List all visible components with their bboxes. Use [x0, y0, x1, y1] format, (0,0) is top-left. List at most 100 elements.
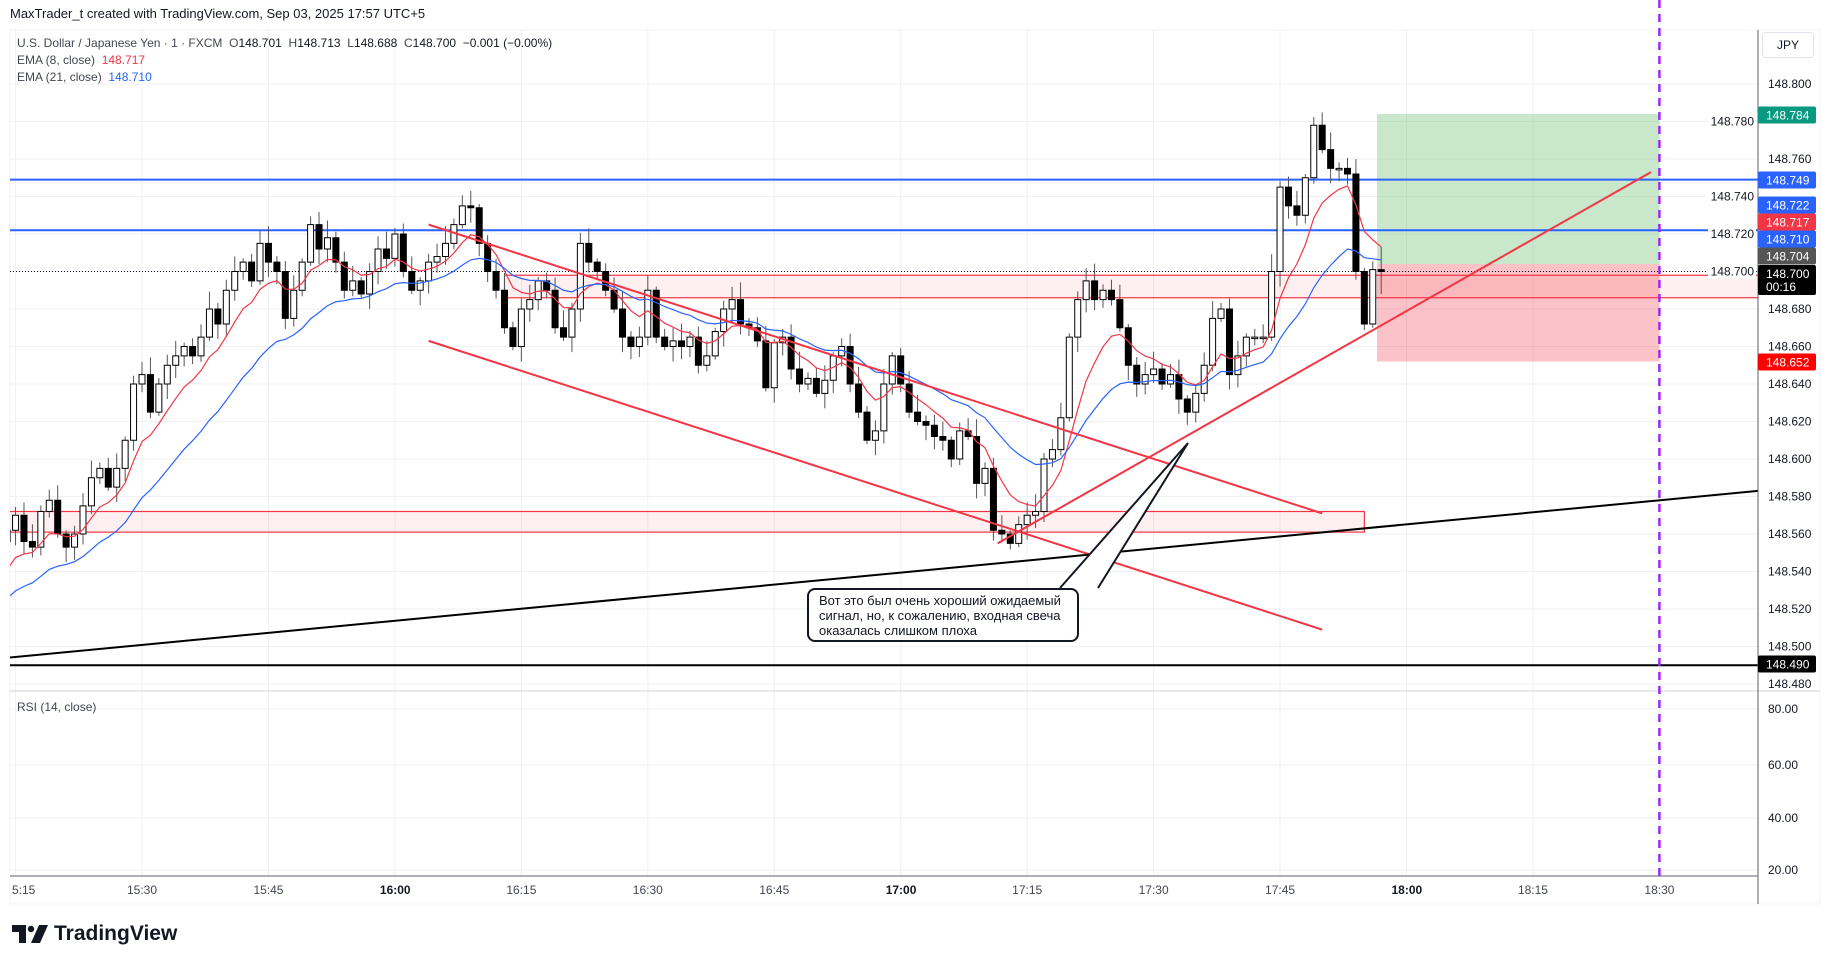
time-tick-label: 18:30: [1644, 883, 1674, 897]
candle-bull: [956, 430, 964, 460]
price-tick-label: 148.700: [1711, 265, 1755, 279]
loss-area: [1376, 264, 1660, 362]
rsi-tick-label: 60.00: [1768, 758, 1798, 772]
candle-bear: [509, 327, 517, 347]
support-zone: [10, 510, 1365, 533]
candle-bull: [121, 439, 129, 469]
candle-bull: [1023, 514, 1031, 526]
candle-bull: [888, 355, 896, 385]
rsi-legend[interactable]: RSI (14, close): [17, 700, 97, 714]
rsi-axis[interactable]: 80.00 60.00 40.00 20.00: [1768, 702, 1798, 877]
price-axis-labels: 148.784 148.749 148.722 148.717 148.710 148.7…: [1758, 106, 1816, 673]
candle-bear: [930, 424, 938, 437]
ema8-label: EMA (8, close): [17, 53, 96, 67]
candle-bear: [678, 340, 686, 347]
candle-bull: [728, 299, 736, 310]
price-axis[interactable]: 148.800 148.780 148.760 148.740 148.720 148.7…: [1708, 77, 1812, 691]
candle-bear: [652, 289, 660, 338]
price-tick-label: 148.520: [1768, 602, 1812, 616]
black-horizontal-line-price-label: [1758, 655, 1816, 673]
candle-bear: [1124, 327, 1132, 366]
long-position-tool[interactable]: [1376, 114, 1660, 362]
high-label: H: [288, 36, 298, 50]
candle-bear: [357, 280, 365, 295]
candle-bull: [425, 261, 433, 282]
entry-price-label: [1758, 247, 1816, 265]
take-profit-price-label: [1758, 106, 1816, 124]
candle-bear: [560, 327, 567, 338]
candle-bear: [914, 411, 922, 422]
candle-bull: [576, 242, 584, 310]
candle-bear: [627, 336, 635, 347]
candle-bear: [796, 368, 804, 385]
currency-button[interactable]: JPY: [1762, 32, 1814, 58]
blue-line-upper-price-text: 148.749: [1766, 174, 1810, 188]
rsi-tick-label: 20.00: [1768, 863, 1798, 877]
candle-bull: [71, 533, 79, 548]
candle-bear: [62, 533, 70, 548]
price-tick-label: 148.800: [1768, 77, 1812, 91]
candle-bull: [686, 336, 694, 347]
time-tick-label: 16:15: [506, 883, 536, 897]
high-value: 148.713: [297, 36, 341, 50]
ema21-line: [10, 248, 1382, 597]
time-axis[interactable]: 5:15 15:30 15:45 16:00 16:15 16:30 16:45 17:00 1…: [12, 883, 1675, 897]
price-tick-bg: [1708, 188, 1756, 204]
time-tick-label: 17:15: [1012, 883, 1042, 897]
candle-bull: [1369, 269, 1377, 325]
symbol-legend[interactable]: U.S. Dollar / Japanese Yen · 1 · FXCM O1…: [17, 35, 552, 52]
candle-bull: [669, 340, 677, 347]
callout-note[interactable]: Вот это был очень хороший ожидаемый сигн…: [807, 588, 1079, 642]
ema21-price-text: 148.710: [1766, 233, 1810, 247]
candle-bull: [172, 355, 180, 366]
ema8-legend[interactable]: EMA (8, close) 148.717: [17, 52, 552, 69]
candle-bear: [939, 436, 947, 441]
candle-bear: [812, 377, 820, 394]
candle-bull: [113, 467, 121, 488]
price-tick-label: 148.760: [1768, 152, 1812, 166]
candle-bear: [787, 336, 795, 370]
stop-loss-price-label: [1758, 353, 1816, 371]
candle-bear: [1158, 368, 1166, 385]
candle-bull: [1057, 417, 1065, 451]
candle-bear: [737, 299, 745, 325]
time-tick-label: 5:15: [12, 883, 36, 897]
candle-bear: [1318, 124, 1326, 151]
candle-bear: [1116, 299, 1124, 329]
candle-bear: [897, 355, 905, 385]
candle-bull: [1217, 308, 1225, 319]
candle-bull: [1082, 280, 1090, 301]
ema21-legend[interactable]: EMA (21, close) 148.710: [17, 69, 552, 86]
candle-bear: [593, 261, 601, 272]
price-tick-label: 148.620: [1768, 415, 1812, 429]
profit-area: [1376, 114, 1660, 264]
change-value: −0.001 (−0.00%): [462, 36, 553, 50]
candle-bear: [1352, 173, 1360, 272]
candle-bull: [1192, 392, 1200, 413]
candle-bull: [1310, 124, 1318, 179]
price-tick-label: 148.780: [1711, 115, 1755, 129]
candle-bear: [1175, 374, 1183, 400]
time-tick-label: 16:45: [759, 883, 789, 897]
candle-bull: [87, 477, 95, 507]
ema21-price-label: [1758, 230, 1816, 248]
candle-bull: [10, 529, 11, 542]
price-tick-label: 148.580: [1768, 490, 1812, 504]
candle-bull: [1200, 364, 1208, 394]
price-tick-bg: [1708, 113, 1756, 129]
stop-loss-price-text: 148.652: [1766, 356, 1810, 370]
candle-bear: [214, 308, 222, 325]
candle-bear: [248, 261, 256, 282]
candle-bull: [1251, 336, 1259, 340]
ema8-price-label: [1758, 213, 1816, 231]
candle-bear: [855, 383, 863, 413]
low-value: 148.688: [353, 36, 398, 50]
candle-bull: [37, 511, 45, 548]
close-value: 148.700: [412, 36, 457, 50]
price-pane[interactable]: [0, 112, 1763, 667]
candle-bear: [146, 374, 154, 413]
candle-bull: [1301, 177, 1309, 216]
tradingview-logo[interactable]: TradingView: [12, 922, 177, 946]
price-tick-bg: [1708, 226, 1756, 241]
